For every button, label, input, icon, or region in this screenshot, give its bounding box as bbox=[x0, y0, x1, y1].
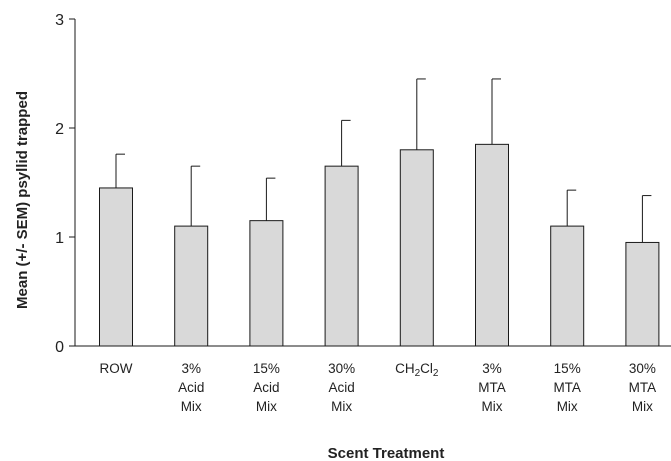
bar bbox=[550, 225, 585, 347]
y-axis-title: Mean (+/- SEM) psyllid trapped bbox=[14, 91, 31, 309]
x-category-label: ROW bbox=[100, 361, 133, 376]
x-category-label: Mix bbox=[256, 399, 277, 414]
x-category-label: 30% bbox=[328, 361, 355, 376]
x-category-label: MTA bbox=[629, 380, 657, 395]
bar bbox=[399, 149, 434, 347]
x-category-label: MTA bbox=[478, 380, 506, 395]
bars-group bbox=[99, 78, 660, 347]
x-category-label: 15% bbox=[554, 361, 581, 376]
x-category-label: Mix bbox=[632, 399, 653, 414]
bar bbox=[174, 225, 209, 347]
bar bbox=[324, 165, 359, 347]
x-category-label: Mix bbox=[331, 399, 352, 414]
x-category-label: CH2Cl2 bbox=[395, 361, 439, 379]
x-category-label: Acid bbox=[328, 380, 354, 395]
x-category-label: Acid bbox=[178, 380, 204, 395]
x-category-label: Mix bbox=[557, 399, 578, 414]
x-category-labels: ROW 3% Acid Mix 15% Acid Mix 30% Acid Mix CH2Cl2 3%… bbox=[100, 361, 657, 414]
x-category-label: Acid bbox=[253, 380, 279, 395]
bar bbox=[625, 241, 660, 347]
x-category-label: Mix bbox=[181, 399, 202, 414]
y-tick-label: 1 bbox=[55, 230, 64, 247]
x-category-label: 3% bbox=[482, 361, 502, 376]
bar bbox=[249, 220, 284, 347]
y-tick-label: 0 bbox=[55, 339, 64, 356]
x-category-label: 15% bbox=[253, 361, 280, 376]
y-tick-label: 3 bbox=[55, 12, 64, 29]
bar bbox=[475, 143, 509, 347]
x-category-label: Mix bbox=[482, 399, 503, 414]
bar bbox=[99, 187, 133, 347]
y-tick-labels: 0 1 2 3 bbox=[55, 12, 64, 356]
x-category-label: 3% bbox=[181, 361, 201, 376]
y-tick-label: 2 bbox=[55, 121, 64, 138]
x-category-label: 30% bbox=[629, 361, 656, 376]
x-category-label: MTA bbox=[553, 380, 581, 395]
x-axis-title: Scent Treatment bbox=[328, 445, 445, 461]
